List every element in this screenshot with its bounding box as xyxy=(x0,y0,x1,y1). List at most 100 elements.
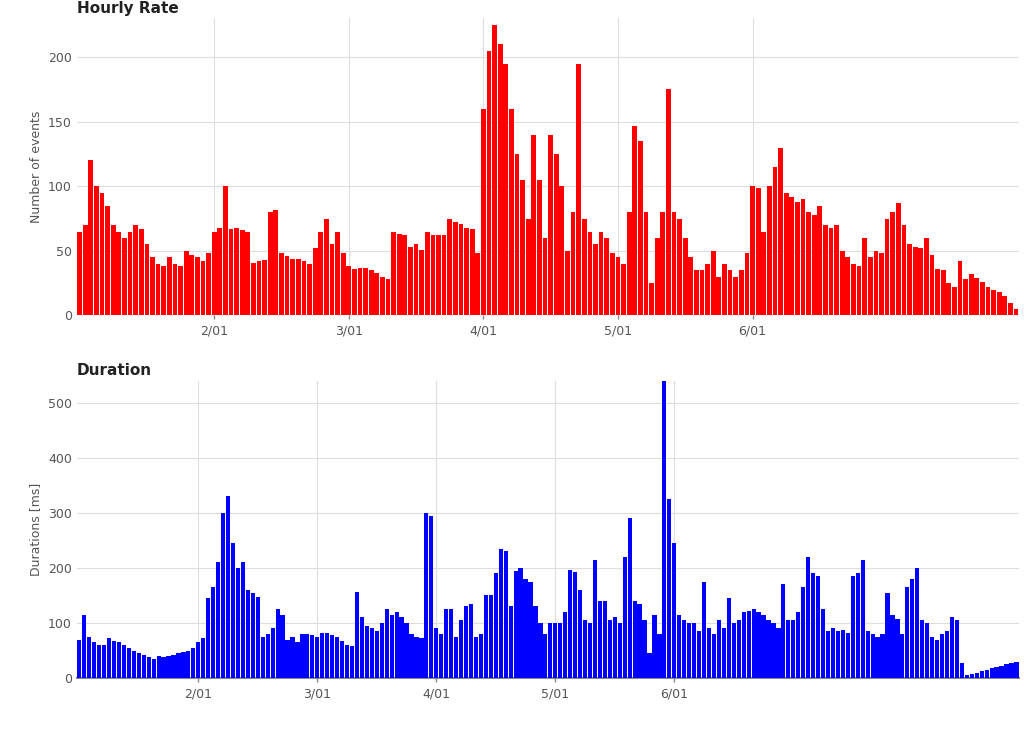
Bar xyxy=(604,238,609,315)
Bar xyxy=(475,254,480,315)
Bar xyxy=(494,573,498,678)
Bar xyxy=(526,218,530,315)
Bar xyxy=(330,635,334,678)
Bar xyxy=(965,675,969,678)
Bar xyxy=(728,270,732,315)
Bar xyxy=(133,225,138,315)
Bar xyxy=(722,628,726,678)
Bar xyxy=(262,260,267,315)
Bar xyxy=(183,251,188,315)
Bar xyxy=(127,648,131,678)
Bar xyxy=(410,634,414,678)
Bar xyxy=(230,543,236,678)
Bar xyxy=(781,584,785,678)
Bar xyxy=(459,224,463,315)
Bar xyxy=(171,655,175,678)
Bar xyxy=(191,648,196,678)
Bar xyxy=(796,612,801,678)
Bar xyxy=(868,257,872,315)
Bar xyxy=(429,516,433,678)
Bar xyxy=(570,212,575,315)
Bar xyxy=(364,268,368,315)
Bar xyxy=(668,499,672,678)
Bar xyxy=(324,218,329,315)
Bar xyxy=(97,645,101,678)
Bar xyxy=(223,186,227,315)
Bar xyxy=(87,637,91,678)
Bar xyxy=(167,656,171,678)
Bar xyxy=(647,653,651,678)
Bar xyxy=(870,634,874,678)
Bar xyxy=(414,244,419,315)
Bar xyxy=(548,623,552,678)
Bar xyxy=(479,634,483,678)
Bar xyxy=(964,279,968,315)
Bar xyxy=(752,609,756,678)
Bar xyxy=(846,633,850,678)
Bar xyxy=(683,238,687,315)
Bar xyxy=(660,212,666,315)
Bar xyxy=(991,290,996,315)
Bar xyxy=(144,244,150,315)
Bar xyxy=(717,620,721,678)
Bar xyxy=(236,568,240,678)
Bar xyxy=(454,637,458,678)
Bar xyxy=(598,601,602,678)
Bar xyxy=(633,125,637,315)
Bar xyxy=(346,266,351,315)
Bar xyxy=(355,592,359,678)
Bar xyxy=(633,601,637,678)
Bar xyxy=(285,256,290,315)
Bar xyxy=(593,560,597,678)
Bar xyxy=(385,609,389,678)
Bar xyxy=(156,264,161,315)
Bar xyxy=(739,270,743,315)
Bar xyxy=(504,551,508,678)
Bar xyxy=(493,25,497,315)
Bar xyxy=(732,623,736,678)
Bar xyxy=(83,225,88,315)
Bar xyxy=(318,232,324,315)
Bar xyxy=(930,255,934,315)
Bar xyxy=(173,264,177,315)
Bar xyxy=(767,186,772,315)
Bar xyxy=(905,587,909,678)
Bar xyxy=(345,645,349,678)
Bar xyxy=(778,147,783,315)
Bar xyxy=(578,590,583,678)
Bar xyxy=(447,218,452,315)
Bar xyxy=(588,623,592,678)
Bar xyxy=(816,576,820,678)
Bar xyxy=(741,612,745,678)
Bar xyxy=(706,264,710,315)
Bar xyxy=(312,248,317,315)
Bar xyxy=(375,273,379,315)
Bar xyxy=(930,637,934,678)
Bar xyxy=(865,631,869,678)
Bar xyxy=(275,609,280,678)
Bar xyxy=(612,617,616,678)
Bar xyxy=(677,615,681,678)
Bar xyxy=(286,639,290,678)
Bar xyxy=(599,232,603,315)
Bar xyxy=(459,620,463,678)
Bar xyxy=(357,268,362,315)
Bar xyxy=(946,283,951,315)
Bar xyxy=(399,617,403,678)
Bar xyxy=(162,657,166,678)
Bar xyxy=(251,262,256,315)
Bar xyxy=(112,641,116,678)
Bar xyxy=(663,381,667,678)
Bar xyxy=(771,623,775,678)
Bar xyxy=(441,235,446,315)
Bar xyxy=(136,653,141,678)
Bar xyxy=(644,212,648,315)
Bar xyxy=(425,232,430,315)
Bar xyxy=(841,630,845,678)
Bar xyxy=(335,232,340,315)
Bar xyxy=(935,639,939,678)
Bar xyxy=(999,666,1004,678)
Bar xyxy=(607,620,612,678)
Bar xyxy=(365,626,369,678)
Bar xyxy=(812,215,816,315)
